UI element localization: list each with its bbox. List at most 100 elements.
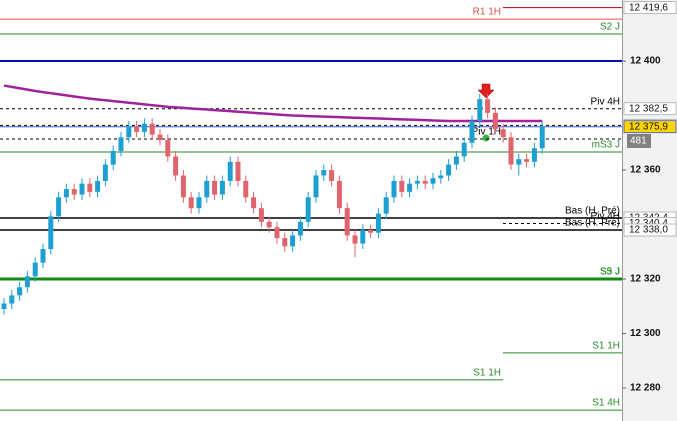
price-box [623, 1, 677, 15]
signal-dot [482, 134, 490, 142]
y-tick-label: 12 300 [630, 328, 661, 339]
candle-body [204, 180, 210, 198]
candle-body [422, 180, 428, 184]
candle-body [492, 112, 498, 130]
candle-body [243, 180, 249, 198]
candle-body [508, 137, 514, 165]
candle-body [329, 170, 335, 181]
candle-body [32, 262, 38, 277]
candle-body [1, 303, 7, 310]
level-label: Bas (H. Pré) [565, 206, 620, 217]
candle-body [305, 197, 311, 222]
candle-body [56, 197, 62, 217]
level-label: Piv 4H [591, 211, 620, 222]
candle-body [87, 183, 93, 192]
candle-body [251, 197, 257, 209]
candle-body [48, 216, 54, 250]
candle-body [71, 189, 77, 195]
candle-body [157, 134, 163, 141]
candle-body [95, 180, 101, 192]
price-box-label: 12 419,6 [629, 2, 668, 13]
price-box [623, 120, 677, 134]
level-label: S5 J [600, 267, 620, 278]
candle-body [9, 295, 15, 304]
timer-box [627, 133, 651, 148]
price-box [623, 102, 677, 116]
level-label: Bas (H. Pré) [565, 218, 620, 229]
candle-body [446, 164, 452, 176]
candle-body [297, 221, 303, 236]
level-label: S1 4H [592, 398, 620, 409]
level-label: S1 1H [473, 367, 501, 378]
level-label: R1 1H [473, 7, 501, 18]
signal-arrow [477, 83, 495, 99]
candle-body [321, 170, 327, 176]
y-tick-label: 12 320 [630, 274, 661, 285]
candle-body [531, 148, 537, 162]
candle-body [227, 161, 233, 181]
candle-body [149, 123, 155, 135]
y-tick-label: 12 400 [630, 56, 661, 67]
candle-body [118, 137, 124, 151]
level-label: S3 J [600, 267, 620, 278]
candle-body [368, 229, 374, 233]
candle-body [469, 120, 475, 143]
candle-body [165, 140, 171, 157]
price-axis [622, 0, 677, 421]
level-label: S1 1H [592, 341, 620, 352]
candle-body [173, 156, 179, 176]
price-box-label: 12 382,5 [629, 103, 668, 114]
candle-body [24, 276, 30, 288]
price-box [623, 223, 677, 237]
candle-body [352, 235, 358, 244]
level-label: Piv 4H [591, 96, 620, 107]
candle-body [235, 161, 241, 181]
candle-body [383, 197, 389, 214]
candle-body [79, 183, 85, 195]
candle-body [290, 235, 296, 247]
candle-body [212, 180, 218, 195]
candle-body [266, 221, 272, 228]
candle-body [438, 175, 444, 179]
candle-body [453, 156, 459, 165]
plot-area [0, 0, 622, 421]
candle-body [375, 213, 381, 233]
candle-body [180, 175, 186, 198]
candle-body [274, 227, 280, 239]
candle-body [414, 180, 420, 184]
timer-label: 481 [630, 136, 647, 147]
candle-body [360, 229, 366, 244]
candle-body [477, 99, 483, 121]
candle-body [17, 287, 23, 296]
candle-body [141, 123, 147, 132]
candle-body [313, 175, 319, 198]
price-box-label: 12 338,0 [629, 225, 668, 236]
candle-body [196, 197, 202, 209]
candle-body [430, 178, 436, 184]
candle-body [344, 208, 350, 236]
y-tick-label: 12 280 [630, 383, 661, 394]
candle-body [219, 180, 225, 195]
candle-body [126, 126, 132, 138]
price-box-label: 12 375,9 [629, 121, 668, 132]
candle-body [461, 142, 467, 157]
candle-body [134, 126, 140, 132]
level-label: mS3 J [592, 140, 620, 151]
level-label: Piv 1H [472, 127, 501, 138]
candle-body [500, 129, 506, 138]
candle-body [485, 99, 491, 113]
candle-body [336, 180, 342, 209]
y-tick-label: 12 360 [630, 165, 661, 176]
candle-body [282, 238, 288, 247]
candle-body [399, 180, 405, 192]
candle-body [102, 164, 108, 181]
candle-body [407, 183, 413, 192]
candle-body [539, 126, 545, 149]
candle-body [391, 180, 397, 198]
candle-body [258, 208, 264, 222]
candle-body [516, 159, 522, 165]
level-label: S2 J [600, 22, 620, 33]
candle-body [524, 159, 530, 162]
candle-body [63, 189, 69, 198]
